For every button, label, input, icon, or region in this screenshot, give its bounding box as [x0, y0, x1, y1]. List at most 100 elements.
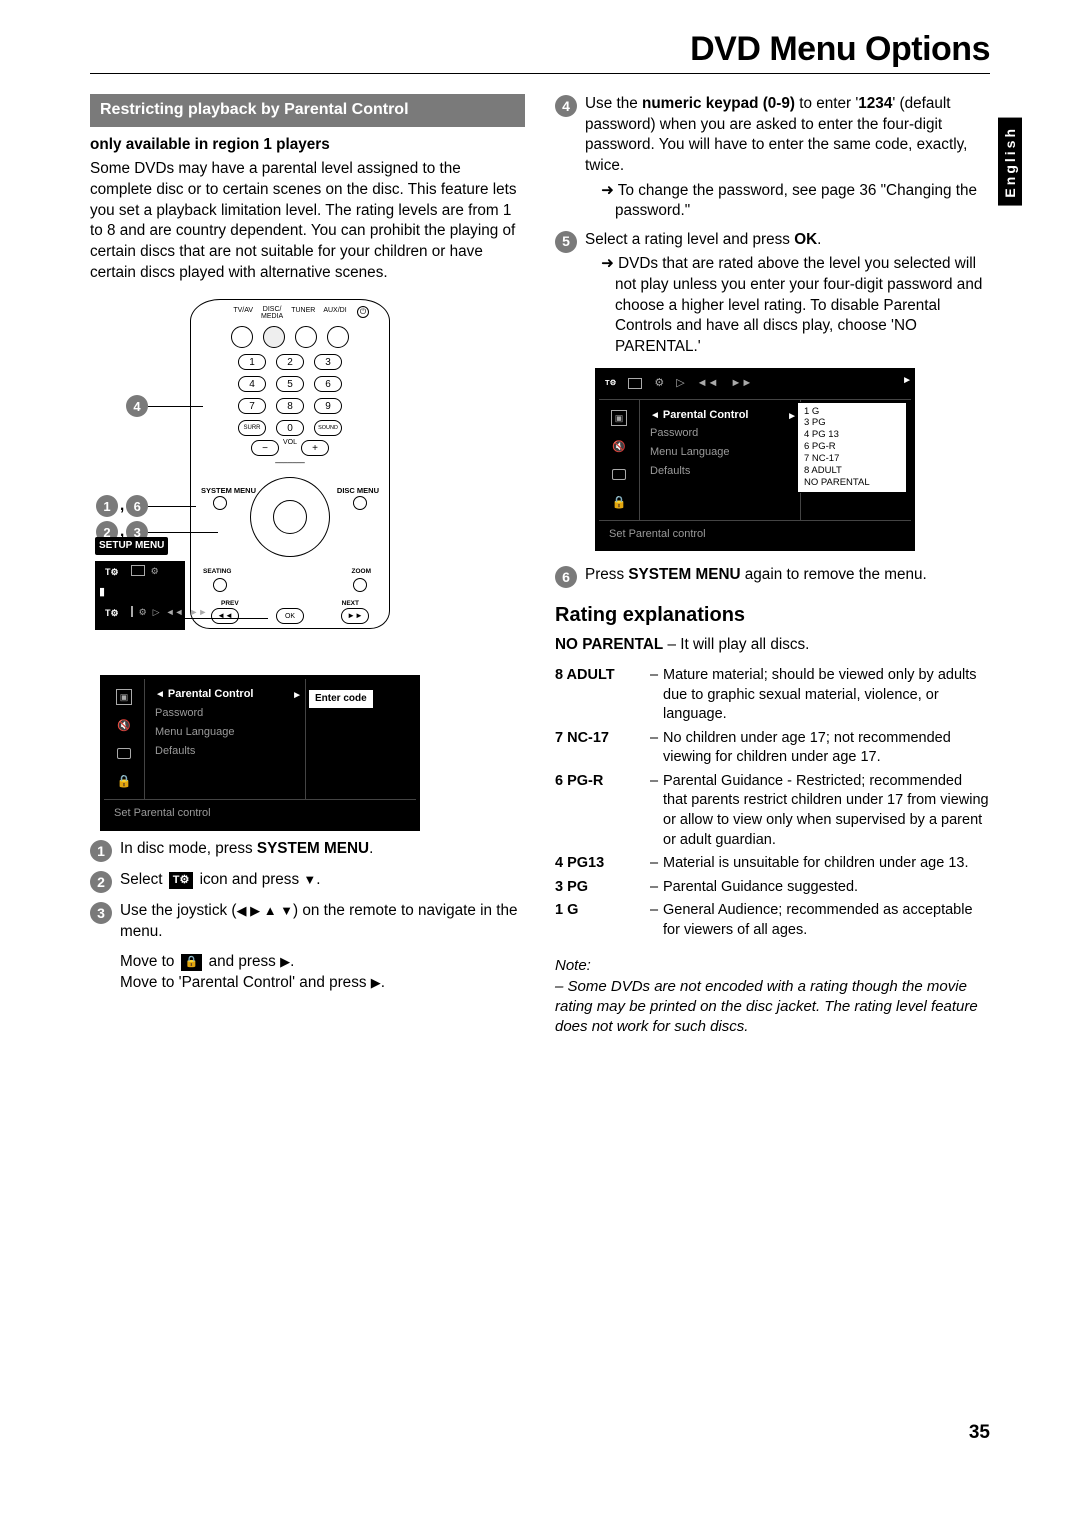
- num-5: 5: [276, 376, 304, 392]
- chat-icon: [117, 748, 131, 759]
- vol-down: −: [251, 440, 279, 456]
- osd-right: Enter code: [306, 679, 416, 799]
- dpad: [250, 477, 330, 557]
- disc-menu-btn: [353, 496, 367, 510]
- disc-menu-label: DISC MENU: [337, 486, 379, 496]
- callout-1-6: 1,6: [96, 495, 196, 517]
- table-row: 4 PG13–Material is unsuitable for childr…: [555, 852, 990, 876]
- down-arrow-icon: ▼: [303, 872, 316, 887]
- two-columns: Restricting playback by Parental Control…: [90, 94, 990, 1037]
- rating-opt: 4 PG 13: [804, 429, 900, 441]
- num-1: 1: [238, 354, 266, 370]
- sep: ━━━━━━━: [191, 459, 389, 468]
- badge-4: 4: [126, 395, 148, 417]
- next-btn: ►►: [341, 608, 369, 624]
- seating-btn: [213, 578, 227, 592]
- note-block: Note: – Some DVDs are not encoded with a…: [555, 956, 990, 1037]
- arrow-right-icon: ►: [292, 689, 302, 703]
- surr-btn: SURR: [238, 420, 266, 436]
- num-7: 7: [238, 398, 266, 414]
- num-6: 6: [314, 376, 342, 392]
- step-1-body: In disc mode, press SYSTEM MENU.: [120, 839, 525, 860]
- osd-ratings-popup: 1 G 3 PG 4 PG 13 6 PG-R 7 NC-17 8 ADULT …: [801, 400, 911, 520]
- speaker-icon: 🔇: [612, 440, 626, 455]
- mode-btn: [295, 326, 317, 348]
- remote-figure: ⏻ TV/AV DISC/MEDIA TUNER AUX/DI 123: [90, 299, 525, 659]
- lock-nav-icon: 🔒: [181, 954, 203, 971]
- left-column: Restricting playback by Parental Control…: [90, 94, 525, 1037]
- step-5-body: Select a rating level and press OK. DVDs…: [585, 230, 990, 358]
- section-banner: Restricting playback by Parental Control: [90, 94, 525, 127]
- label-aux: AUX/DI: [323, 306, 346, 320]
- chat-icon: [612, 469, 626, 480]
- table-row: 8 ADULT–Mature material; should be viewe…: [555, 664, 990, 727]
- step-num-3: 3: [90, 902, 112, 924]
- system-menu-btn: [213, 496, 227, 510]
- num-4: 4: [238, 376, 266, 392]
- osd-mid: ◄Parental Control Password Menu Language…: [639, 400, 801, 520]
- setup-icon: T⚙: [169, 872, 194, 889]
- title-rule: [90, 73, 990, 74]
- lock-icon: 🔒: [117, 773, 132, 789]
- step-num-4: 4: [555, 95, 577, 117]
- label-disc: DISC/MEDIA: [261, 306, 283, 320]
- osd-left-icons: ▣ 🔇 🔒: [599, 400, 639, 520]
- rating-opt: 6 PG-R: [804, 441, 900, 453]
- note-body: – Some DVDs are not encoded with a ratin…: [555, 977, 990, 1038]
- osd-defaults: Defaults: [155, 742, 295, 761]
- rating-opt: 7 NC-17: [804, 453, 900, 465]
- rating-opt: 3 PG: [804, 417, 900, 429]
- enter-code-popup: Enter code: [308, 689, 374, 709]
- note-label: Note:: [555, 956, 990, 976]
- zoom-btn: [353, 578, 367, 592]
- rating-desc: General Audience; recommended as accepta…: [663, 899, 990, 942]
- callout-line: [148, 506, 196, 507]
- num-0: 0: [276, 420, 304, 436]
- osd-left-icons: ▣ 🔇 🔒: [104, 679, 144, 799]
- right-column: 4 Use the numeric keypad (0-9) to enter …: [555, 94, 990, 1037]
- right-arrow-icon: ▶: [280, 954, 290, 969]
- mode-btn: [231, 326, 253, 348]
- step-num-5: 5: [555, 231, 577, 253]
- badge-1: 1: [96, 495, 118, 517]
- mode-row: [191, 326, 389, 348]
- step-2-body: Select T⚙ icon and press ▼.: [120, 870, 525, 891]
- osd-menulang: Menu Language: [650, 443, 790, 462]
- setup-menu-label: SETUP MENU: [95, 537, 168, 555]
- rating-opt: 1 G: [804, 406, 900, 418]
- num-9: 9: [314, 398, 342, 414]
- joystick-icons: ◀ ▶ ▲ ▼: [236, 903, 293, 918]
- step-6-body: Press SYSTEM MENU again to remove the me…: [585, 565, 990, 586]
- remote-outline: ⏻ TV/AV DISC/MEDIA TUNER AUX/DI 123: [190, 299, 390, 629]
- sound-btn: SOUND: [314, 420, 342, 436]
- callout-4: 4: [126, 395, 203, 417]
- table-row: 1 G–General Audience; recommended as acc…: [555, 899, 990, 942]
- person-icon: ▣: [611, 410, 628, 426]
- osd-tabs: T⚙⚙▷◄◄►► ►: [599, 372, 911, 400]
- step-4-sub: To change the password, see page 36 "Cha…: [585, 181, 990, 222]
- callout-line: [148, 532, 218, 533]
- step-num-2: 2: [90, 871, 112, 893]
- page-title: DVD Menu Options: [90, 30, 990, 69]
- page-root: DVD Menu Options Restricting playback by…: [0, 0, 1080, 1067]
- arrow-right-icon: ►: [787, 410, 797, 424]
- osd-footer: Set Parental control: [599, 520, 911, 548]
- table-row: 3 PG–Parental Guidance suggested.: [555, 876, 990, 900]
- intro-para: Some DVDs may have a parental level assi…: [90, 159, 525, 283]
- num-2: 2: [276, 354, 304, 370]
- osd-parental-item: ◄Parental Control: [155, 685, 295, 704]
- step-3-body: Use the joystick (◀ ▶ ▲ ▼) on the remote…: [120, 901, 525, 994]
- step-4-body: Use the numeric keypad (0-9) to enter '1…: [585, 94, 990, 222]
- vol-up: +: [301, 440, 329, 456]
- osd-menulang: Menu Language: [155, 723, 295, 742]
- osd-mid: ◄Parental Control Password Menu Language…: [144, 679, 306, 799]
- rating-desc: No children under age 17; not recommende…: [663, 727, 990, 770]
- vol-label: VOL: [283, 438, 297, 447]
- no-parental-line: NO PARENTAL – It will play all discs.: [555, 635, 990, 656]
- rating-desc: Material is unsuitable for children unde…: [663, 852, 990, 876]
- step-5-sub: DVDs that are rated above the level you …: [585, 254, 990, 357]
- step-1: 1 In disc mode, press SYSTEM MENU.: [90, 839, 525, 862]
- system-menu-label: SYSTEM MENU: [201, 486, 256, 496]
- vol-row: VOL − +: [191, 440, 389, 456]
- seating-label: SEATING: [203, 568, 231, 577]
